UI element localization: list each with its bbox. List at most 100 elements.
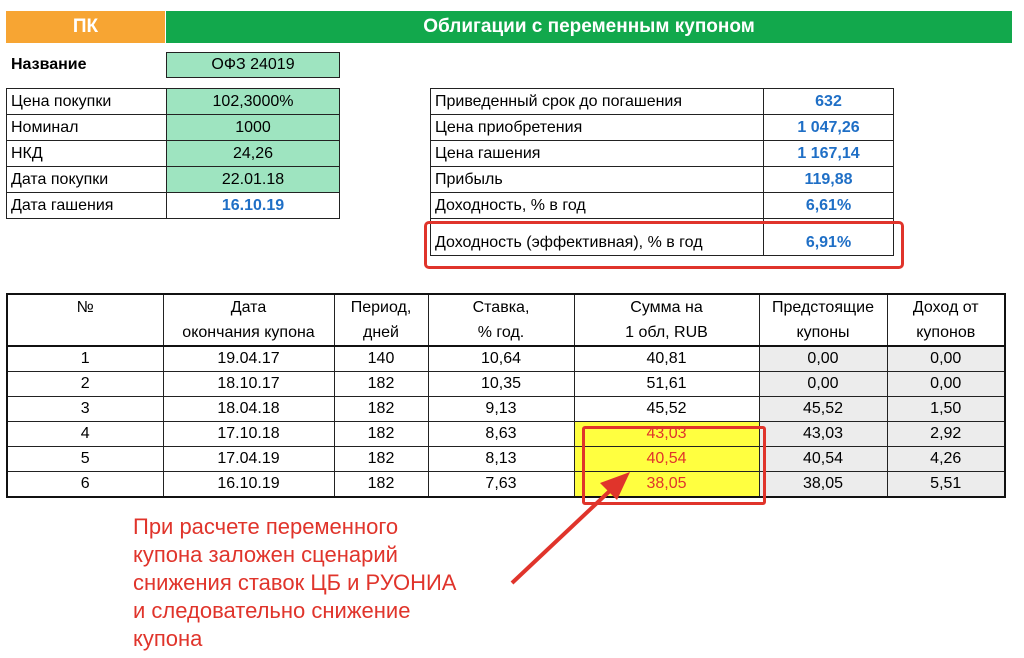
param-row: НКД 24,26 xyxy=(6,140,340,167)
cell: 9,13 xyxy=(427,396,575,422)
cell: 51,61 xyxy=(573,371,760,397)
coupons-header-row: № Дата Период, Ставка, Сумма на Предстоя… xyxy=(6,293,1006,320)
col-header xyxy=(6,320,164,347)
result-label: Доходность, % в год xyxy=(430,192,764,219)
cell: 38,05 xyxy=(758,471,888,498)
result-value: 1 167,14 xyxy=(763,140,894,167)
cell: 182 xyxy=(333,446,429,472)
cell: 7,63 xyxy=(427,471,575,498)
result-label: Доходность (эффективная), % в год xyxy=(430,218,764,256)
result-row: Доходность (эффективная), % в год 6,91% xyxy=(430,218,894,256)
cell: 8,13 xyxy=(427,446,575,472)
cell: 3 xyxy=(6,396,164,422)
cell: 2 xyxy=(6,371,164,397)
cell: 4 xyxy=(6,421,164,447)
cell: 8,63 xyxy=(427,421,575,447)
cell: 140 xyxy=(333,345,429,372)
param-row: Цена покупки 102,3000% xyxy=(6,88,340,115)
param-label: Дата гашения xyxy=(6,192,167,219)
col-header: Период, xyxy=(333,293,429,320)
results-table: Приведенный срок до погашения 632 Цена пр… xyxy=(430,88,894,256)
cell: 43,03 xyxy=(573,421,760,447)
table-row: 5 17.04.19 182 8,13 40,54 40,54 4,26 xyxy=(6,446,1006,472)
cell: 0,00 xyxy=(886,371,1006,397)
cell: 43,03 xyxy=(758,421,888,447)
col-header: Ставка, xyxy=(427,293,575,320)
coupon-highlight xyxy=(582,426,766,505)
result-row: Приведенный срок до погашения 632 xyxy=(430,88,894,115)
result-label: Цена гашения xyxy=(430,140,764,167)
param-value[interactable]: 102,3000% xyxy=(166,88,340,115)
cell: 182 xyxy=(333,371,429,397)
table-row: 1 19.04.17 140 10,64 40,81 0,00 0,00 xyxy=(6,345,1006,372)
cell: 17.10.18 xyxy=(162,421,335,447)
result-label: Прибыль xyxy=(430,166,764,193)
cell: 10,64 xyxy=(427,345,575,372)
cell: 182 xyxy=(333,396,429,422)
cell: 10,35 xyxy=(427,371,575,397)
col-header: Дата xyxy=(162,293,335,320)
col-header: купоны xyxy=(758,320,888,347)
cell: 1 xyxy=(6,345,164,372)
cell: 1,50 xyxy=(886,396,1006,422)
note-line: снижения ставок ЦБ и РУОНИА xyxy=(133,570,457,595)
note-line: купона заложен сценарий xyxy=(133,542,398,567)
result-value: 632 xyxy=(763,88,894,115)
table-row: 4 17.10.18 182 8,63 43,03 43,03 2,92 xyxy=(6,421,1006,447)
result-row: Цена приобретения 1 047,26 xyxy=(430,114,894,141)
cell: 4,26 xyxy=(886,446,1006,472)
cell: 0,00 xyxy=(758,371,888,397)
note-line: и следовательно снижение xyxy=(133,598,411,623)
annotation-note: При расчете переменного купона заложен с… xyxy=(133,513,513,653)
cell: 0,00 xyxy=(758,345,888,372)
coupons-table: № Дата Период, Ставка, Сумма на Предстоя… xyxy=(6,293,1006,498)
param-value[interactable]: 24,26 xyxy=(166,140,340,167)
cell: 6 xyxy=(6,471,164,498)
cell: 2,92 xyxy=(886,421,1006,447)
name-value[interactable]: ОФЗ 24019 xyxy=(166,52,340,78)
table-row: 6 16.10.19 182 7,63 38,05 38,05 5,51 xyxy=(6,471,1006,498)
cell: 16.10.19 xyxy=(162,471,335,498)
col-header: Доход от xyxy=(886,293,1006,320)
page-title: Облигации с переменным купоном xyxy=(166,11,1012,43)
param-row: Номинал 1000 xyxy=(6,114,340,141)
param-row: Дата покупки 22.01.18 xyxy=(6,166,340,193)
header-pk: ПК xyxy=(6,11,165,43)
table-row: 2 18.10.17 182 10,35 51,61 0,00 0,00 xyxy=(6,371,1006,397)
cell: 19.04.17 xyxy=(162,345,335,372)
result-row: Цена гашения 1 167,14 xyxy=(430,140,894,167)
col-header: окончания купона xyxy=(162,320,335,347)
col-header: % год. xyxy=(427,320,575,347)
note-line: купона xyxy=(133,626,203,651)
cell: 18.10.17 xyxy=(162,371,335,397)
param-label: НКД xyxy=(6,140,167,167)
col-header: купонов xyxy=(886,320,1006,347)
cell: 18.04.18 xyxy=(162,396,335,422)
coupons-header-row: окончания купона дней % год. 1 обл, RUB … xyxy=(6,320,1006,347)
param-value[interactable]: 1000 xyxy=(166,114,340,141)
param-row: Дата гашения 16.10.19 xyxy=(6,192,340,219)
result-value: 6,61% xyxy=(763,192,894,219)
cell: 40,54 xyxy=(573,446,760,472)
col-header: № xyxy=(6,293,164,320)
col-header: Предстоящие xyxy=(758,293,888,320)
name-label: Название xyxy=(11,56,87,73)
result-value: 1 047,26 xyxy=(763,114,894,141)
result-row: Доходность, % в год 6,61% xyxy=(430,192,894,219)
cell: 45,52 xyxy=(758,396,888,422)
cell: 40,81 xyxy=(573,345,760,372)
param-value[interactable]: 22.01.18 xyxy=(166,166,340,193)
result-value: 119,88 xyxy=(763,166,894,193)
col-header: дней xyxy=(333,320,429,347)
result-row: Прибыль 119,88 xyxy=(430,166,894,193)
col-header: Сумма на xyxy=(573,293,760,320)
cell: 182 xyxy=(333,421,429,447)
effective-yield-highlight xyxy=(424,221,904,269)
cell: 5 xyxy=(6,446,164,472)
result-label: Приведенный срок до погашения xyxy=(430,88,764,115)
param-value: 16.10.19 xyxy=(166,192,340,219)
result-label: Цена приобретения xyxy=(430,114,764,141)
cell: 0,00 xyxy=(886,345,1006,372)
cell: 40,54 xyxy=(758,446,888,472)
params-table: Цена покупки 102,3000% Номинал 1000 НКД 24,… xyxy=(6,88,340,219)
